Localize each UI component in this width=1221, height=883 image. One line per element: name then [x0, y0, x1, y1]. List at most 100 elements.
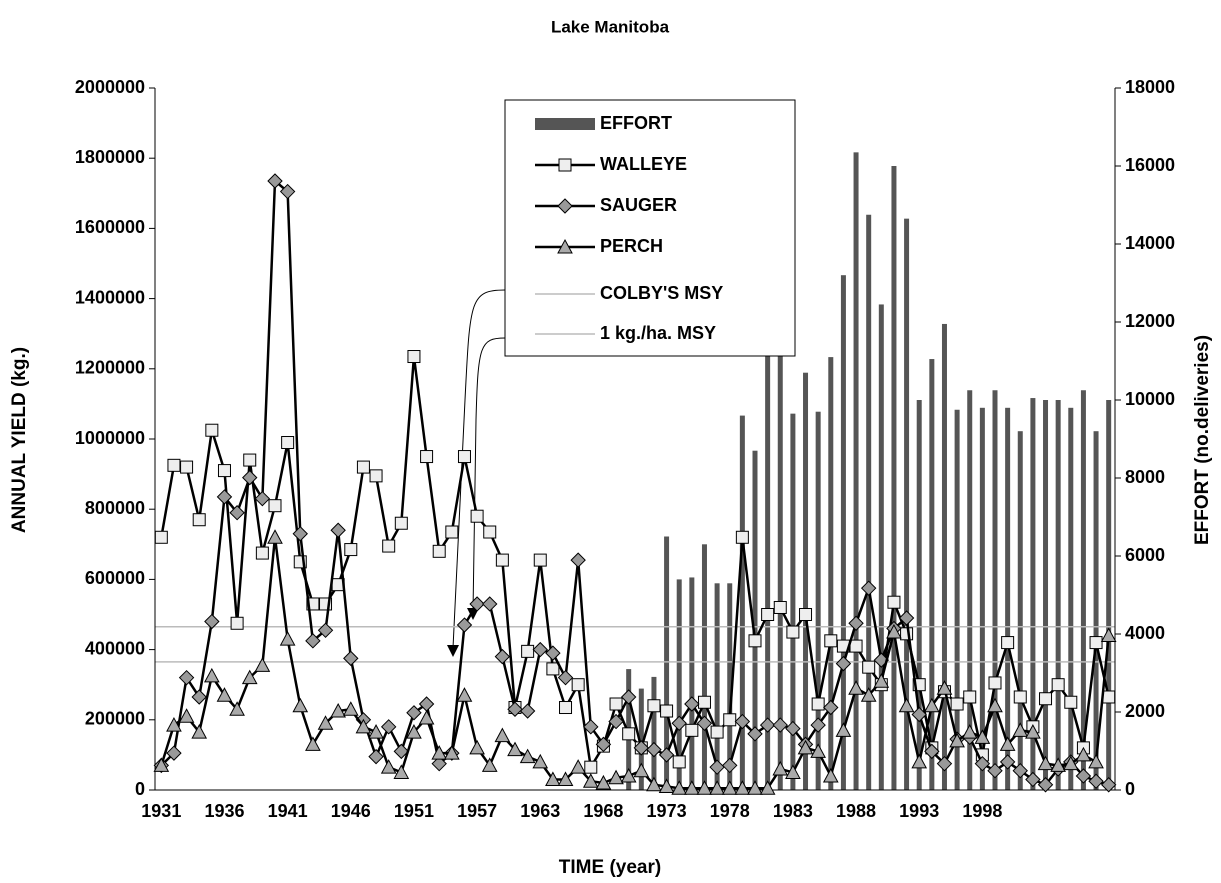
y2-tick-label: 14000 — [1125, 233, 1175, 253]
marker — [709, 780, 725, 795]
marker — [608, 769, 624, 785]
y-tick-label: 1600000 — [75, 217, 145, 237]
bar — [992, 390, 998, 790]
y2-tick-label: 16000 — [1125, 155, 1175, 175]
marker — [810, 717, 826, 733]
marker — [394, 516, 408, 530]
marker — [482, 596, 498, 612]
legend-label: PERCH — [600, 236, 663, 256]
marker — [444, 745, 460, 760]
marker — [647, 699, 661, 713]
marker — [999, 754, 1016, 770]
marker — [254, 490, 271, 507]
y-tick-label: 1000000 — [75, 428, 145, 448]
marker — [761, 608, 775, 621]
marker — [191, 689, 207, 705]
marker — [204, 667, 220, 683]
marker — [1088, 753, 1104, 769]
marker — [860, 687, 877, 702]
marker — [773, 600, 787, 614]
marker — [545, 771, 561, 786]
y-tick-label: 0 — [135, 779, 145, 799]
marker — [595, 774, 612, 790]
bar — [752, 450, 758, 790]
x-tick-label: 1993 — [899, 801, 939, 821]
marker — [911, 706, 927, 723]
bar — [878, 304, 884, 790]
y2-tick-label: 0 — [1125, 779, 1135, 799]
y-tick-label: 1200000 — [75, 358, 145, 378]
x-tick-label: 1963 — [520, 801, 560, 821]
bar — [714, 583, 720, 790]
marker — [924, 743, 940, 760]
marker — [559, 701, 573, 715]
marker — [532, 641, 548, 658]
chart-title: Lake Manitoba — [551, 17, 670, 36]
bar — [891, 166, 897, 790]
bar — [664, 536, 670, 790]
marker — [900, 627, 914, 641]
marker — [811, 697, 825, 711]
y-tick-label: 200000 — [85, 709, 145, 729]
marker — [457, 450, 471, 464]
marker — [696, 780, 713, 795]
marker — [660, 704, 674, 718]
marker — [987, 697, 1003, 713]
marker — [494, 648, 511, 665]
marker — [406, 724, 422, 739]
x-axis-label: TIME (year) — [559, 857, 661, 878]
marker — [963, 690, 977, 704]
legend-label: COLBY'S MSY — [600, 283, 723, 303]
marker — [216, 489, 233, 505]
marker — [772, 717, 788, 733]
marker — [456, 617, 473, 633]
marker — [382, 539, 396, 553]
marker — [368, 748, 384, 765]
bar — [1005, 407, 1011, 790]
marker — [558, 158, 572, 172]
marker — [1001, 636, 1015, 650]
marker — [785, 764, 801, 779]
marker — [178, 708, 195, 723]
marker — [974, 755, 991, 772]
bar — [1106, 400, 1112, 790]
marker — [658, 747, 675, 763]
bar — [866, 214, 872, 790]
marker — [483, 525, 497, 539]
marker — [1075, 768, 1092, 784]
marker — [1064, 695, 1078, 709]
x-tick-label: 1968 — [583, 801, 623, 821]
marker — [393, 743, 410, 760]
marker — [495, 553, 509, 567]
marker — [620, 767, 637, 783]
arrow-head — [467, 608, 479, 620]
marker — [898, 697, 915, 713]
marker — [1037, 755, 1054, 771]
marker — [571, 678, 585, 692]
bar — [840, 275, 846, 790]
bar — [739, 415, 745, 790]
line — [160, 537, 1110, 790]
marker — [166, 717, 182, 732]
marker — [936, 755, 953, 772]
marker — [178, 669, 195, 686]
marker — [230, 616, 244, 630]
marker — [1100, 627, 1117, 643]
marker — [697, 695, 711, 709]
legend-label: WALLEYE — [600, 154, 687, 174]
bar — [1043, 400, 1049, 790]
marker — [229, 505, 245, 521]
bar — [689, 577, 695, 790]
marker — [658, 778, 675, 793]
bar — [701, 544, 707, 790]
marker — [507, 741, 523, 757]
marker — [671, 780, 688, 795]
marker — [420, 450, 434, 464]
marker — [822, 767, 839, 783]
marker — [281, 436, 295, 450]
bar — [967, 390, 973, 790]
marker — [735, 530, 749, 544]
bar — [727, 583, 733, 790]
marker — [1088, 773, 1104, 789]
marker — [785, 720, 801, 737]
